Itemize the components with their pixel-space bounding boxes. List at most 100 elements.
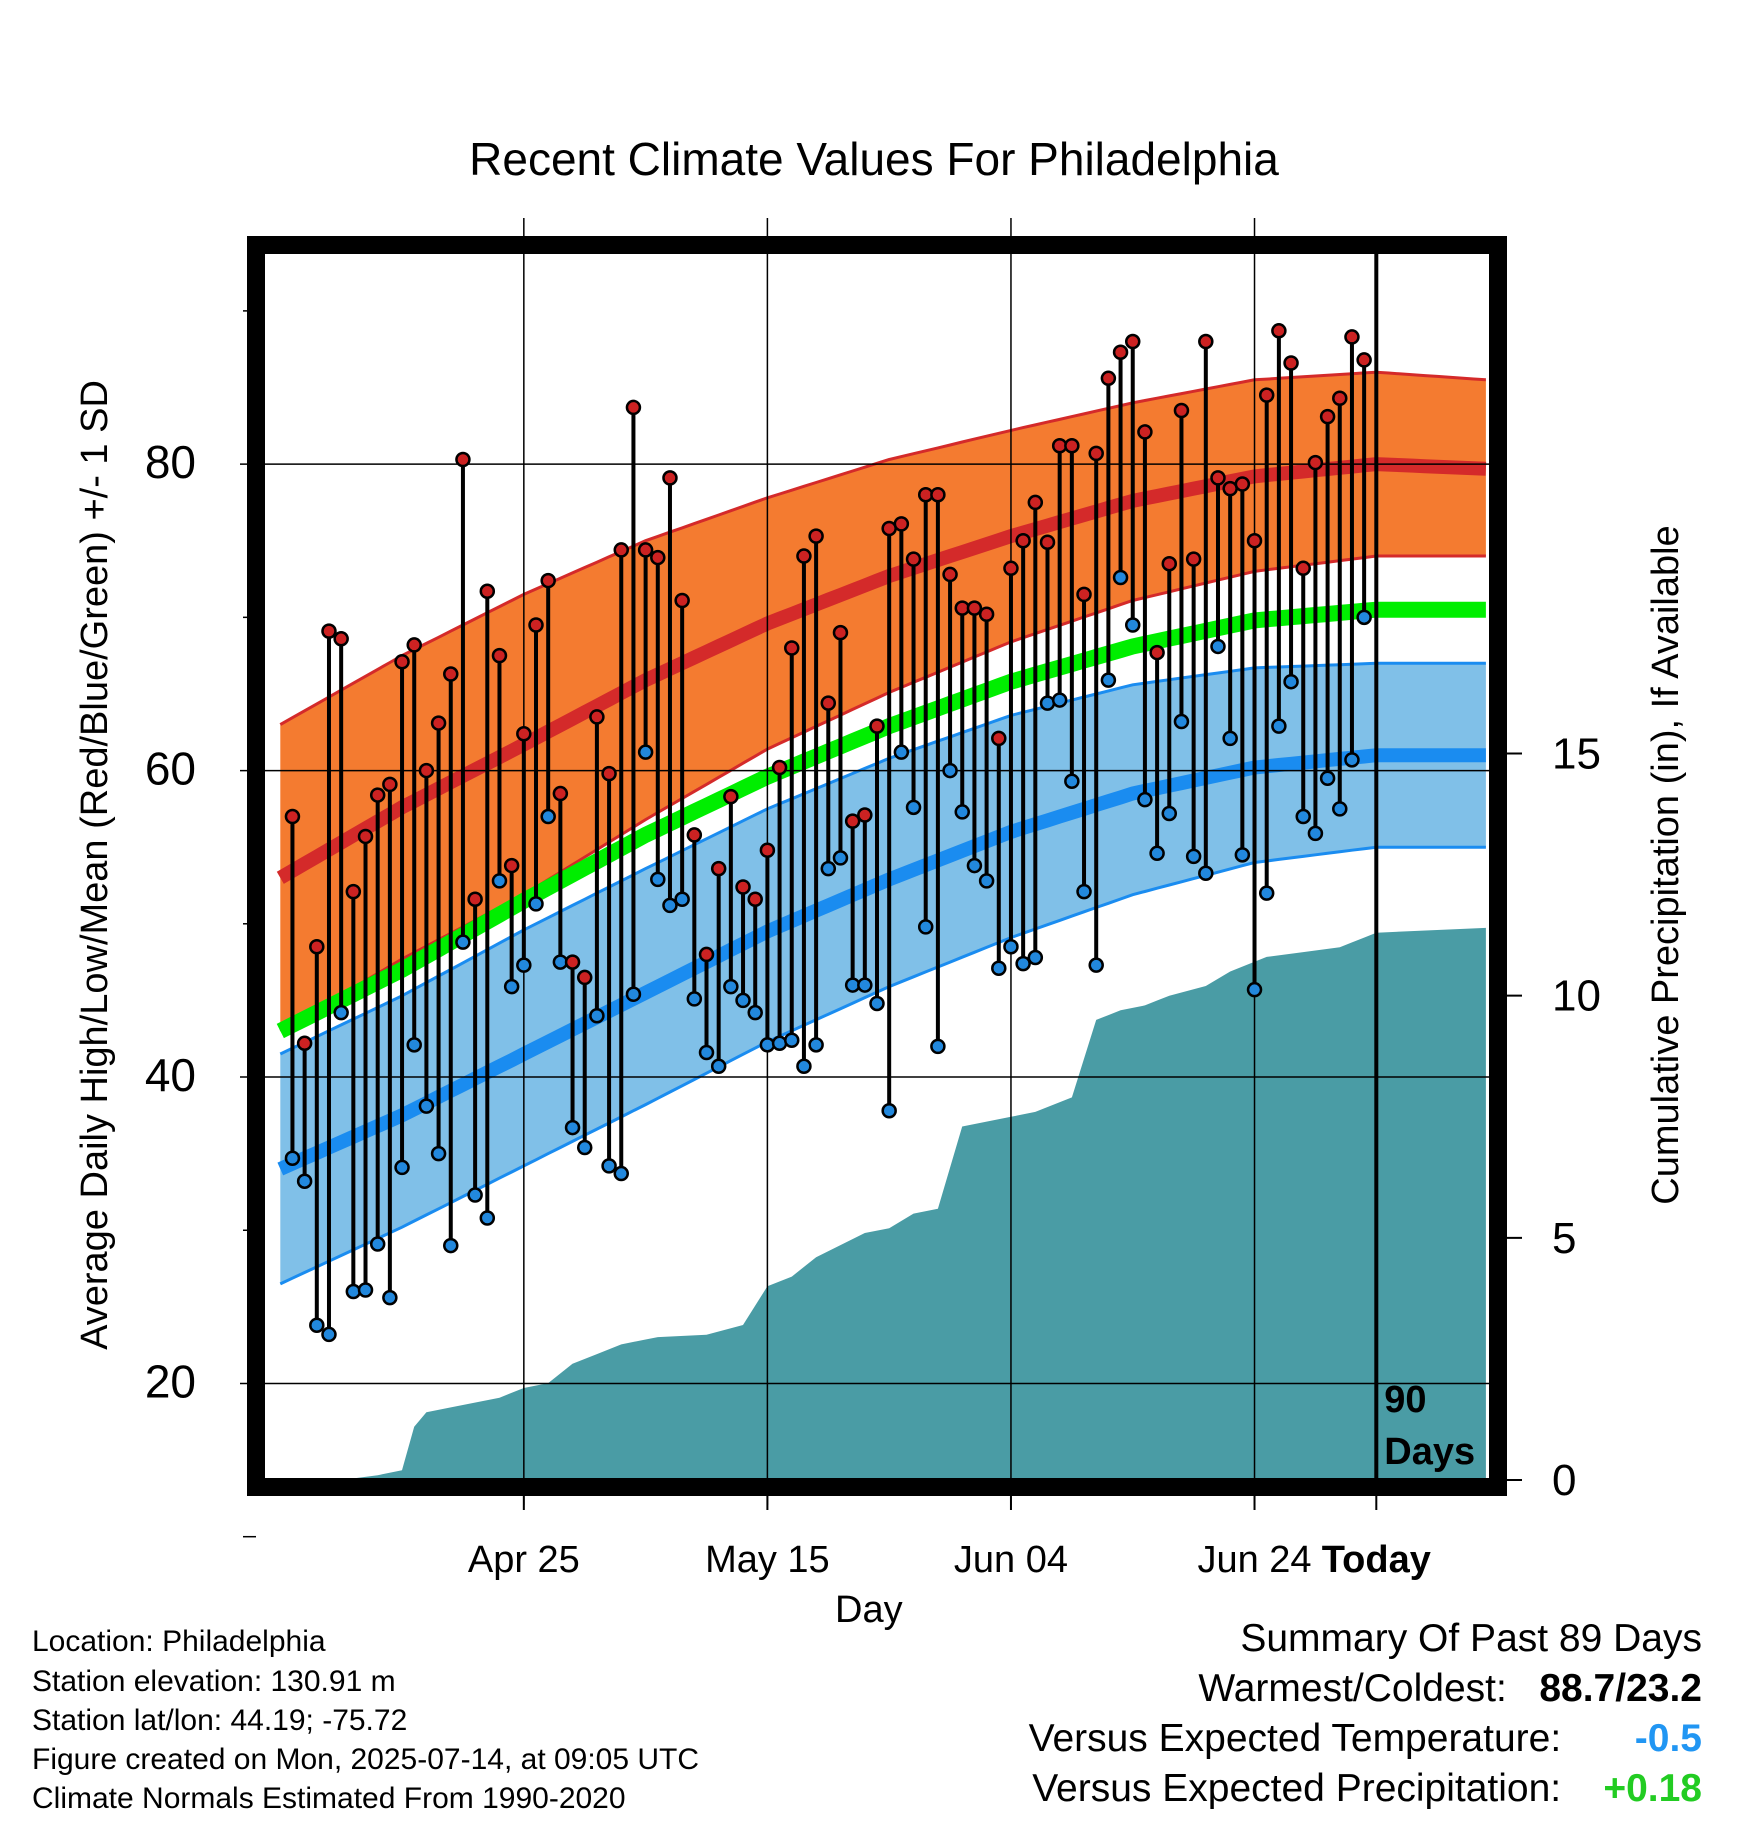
high-normal-line bbox=[276, 457, 1487, 884]
high-point bbox=[625, 399, 642, 416]
high-point bbox=[321, 623, 337, 639]
low-point bbox=[1015, 955, 1031, 972]
high-point bbox=[479, 583, 496, 600]
low-point bbox=[540, 808, 556, 825]
high-point bbox=[1185, 551, 1202, 567]
low-point bbox=[1112, 569, 1129, 586]
high-point bbox=[1283, 355, 1299, 371]
high-point bbox=[857, 807, 873, 823]
low-point bbox=[576, 1139, 593, 1156]
high-point bbox=[1112, 344, 1129, 361]
low-point bbox=[857, 977, 873, 993]
high-point bbox=[284, 808, 301, 825]
low-point bbox=[954, 804, 970, 820]
high-point bbox=[735, 879, 751, 895]
low-point bbox=[1246, 981, 1263, 998]
x-tick-label-3: Jun 04 bbox=[954, 1539, 1068, 1581]
low-normal-line bbox=[277, 748, 1486, 1176]
precip-value: +0.18 bbox=[1603, 1767, 1702, 1810]
low-point bbox=[1149, 845, 1165, 862]
high-point bbox=[978, 606, 995, 623]
y-left-tick-label-20: 20 bbox=[145, 1355, 196, 1407]
temp-label: Versus Expected Temperature: bbox=[1028, 1717, 1562, 1760]
low-point bbox=[455, 934, 471, 950]
plot-frame bbox=[247, 236, 1507, 1496]
high-point bbox=[1015, 532, 1031, 549]
low-point bbox=[418, 1098, 435, 1114]
high-point bbox=[905, 551, 922, 567]
low-point bbox=[1356, 609, 1372, 626]
high-point bbox=[467, 891, 483, 908]
low-point bbox=[1234, 847, 1251, 863]
low-point bbox=[1344, 752, 1360, 768]
low-point bbox=[467, 1187, 483, 1203]
low-point bbox=[601, 1158, 617, 1174]
high-point bbox=[345, 883, 362, 900]
y-left-tick-label-40: 40 bbox=[145, 1049, 196, 1101]
low-point bbox=[1027, 949, 1044, 966]
high-point bbox=[1271, 323, 1287, 339]
plot-border bbox=[247, 236, 1507, 1496]
low-point bbox=[735, 992, 751, 1009]
high-point bbox=[1198, 333, 1214, 350]
x-tick-label-5: Today bbox=[1322, 1539, 1431, 1581]
low-point bbox=[832, 850, 849, 866]
low-point bbox=[1258, 885, 1275, 901]
low-point bbox=[1076, 883, 1092, 900]
high-point bbox=[1332, 390, 1348, 406]
x-tick-label-2: May 15 bbox=[705, 1539, 830, 1581]
low-point bbox=[1064, 773, 1080, 790]
low-point bbox=[406, 1037, 422, 1053]
high-point bbox=[1307, 454, 1324, 471]
low-point bbox=[369, 1236, 386, 1252]
low-normal-band bbox=[280, 663, 1486, 1284]
high-point bbox=[357, 828, 374, 845]
high-point bbox=[784, 640, 800, 656]
low-point bbox=[686, 991, 703, 1007]
high-point bbox=[723, 788, 739, 805]
low-point bbox=[1307, 825, 1324, 842]
high-point bbox=[637, 542, 654, 558]
high-point bbox=[443, 666, 459, 682]
high-point bbox=[406, 637, 422, 653]
low-point bbox=[1222, 730, 1238, 747]
low-point bbox=[650, 871, 666, 888]
low-point bbox=[394, 1159, 410, 1176]
low-point bbox=[759, 1037, 776, 1053]
high-point bbox=[382, 776, 398, 793]
low-point bbox=[674, 891, 690, 908]
low-point bbox=[443, 1237, 459, 1254]
high-point bbox=[1295, 560, 1311, 577]
low-point bbox=[1137, 791, 1153, 808]
high-point bbox=[942, 566, 958, 583]
today-days-label-2: Days bbox=[1384, 1431, 1475, 1473]
high-point bbox=[1319, 408, 1336, 425]
low-point bbox=[564, 1119, 581, 1136]
precip-label: Versus Expected Precipitation: bbox=[1032, 1767, 1562, 1810]
y-right-axis-label: Cumulative Precipitation (in), If Availa… bbox=[1645, 525, 1687, 1204]
high-point bbox=[991, 730, 1007, 747]
y-left-tick-label-60: 60 bbox=[145, 743, 196, 795]
high-point bbox=[430, 715, 447, 731]
high-point bbox=[1124, 333, 1141, 350]
high-point bbox=[1100, 370, 1117, 387]
low-point bbox=[917, 919, 934, 935]
info-elevation: Station elevation: 130.91 m bbox=[32, 1665, 396, 1698]
high-point bbox=[686, 827, 703, 843]
low-point bbox=[296, 1173, 313, 1189]
low-point bbox=[905, 799, 922, 816]
high-normal-band-upper-edge bbox=[279, 370, 1486, 726]
high-point bbox=[1088, 445, 1104, 462]
summary-warm-cold: Warmest/Coldest: 88.7/23.2 bbox=[1198, 1667, 1702, 1711]
high-point bbox=[1258, 387, 1275, 403]
low-point bbox=[1319, 770, 1336, 786]
low-point bbox=[1100, 672, 1117, 688]
low-point bbox=[382, 1289, 398, 1306]
low-point bbox=[966, 857, 983, 874]
low-point bbox=[978, 873, 995, 889]
low-point bbox=[893, 744, 910, 760]
low-point bbox=[710, 1058, 727, 1075]
low-point bbox=[516, 957, 532, 973]
low-point bbox=[1173, 713, 1190, 730]
y-right-tick-label-0: 0 bbox=[1552, 1456, 1576, 1505]
